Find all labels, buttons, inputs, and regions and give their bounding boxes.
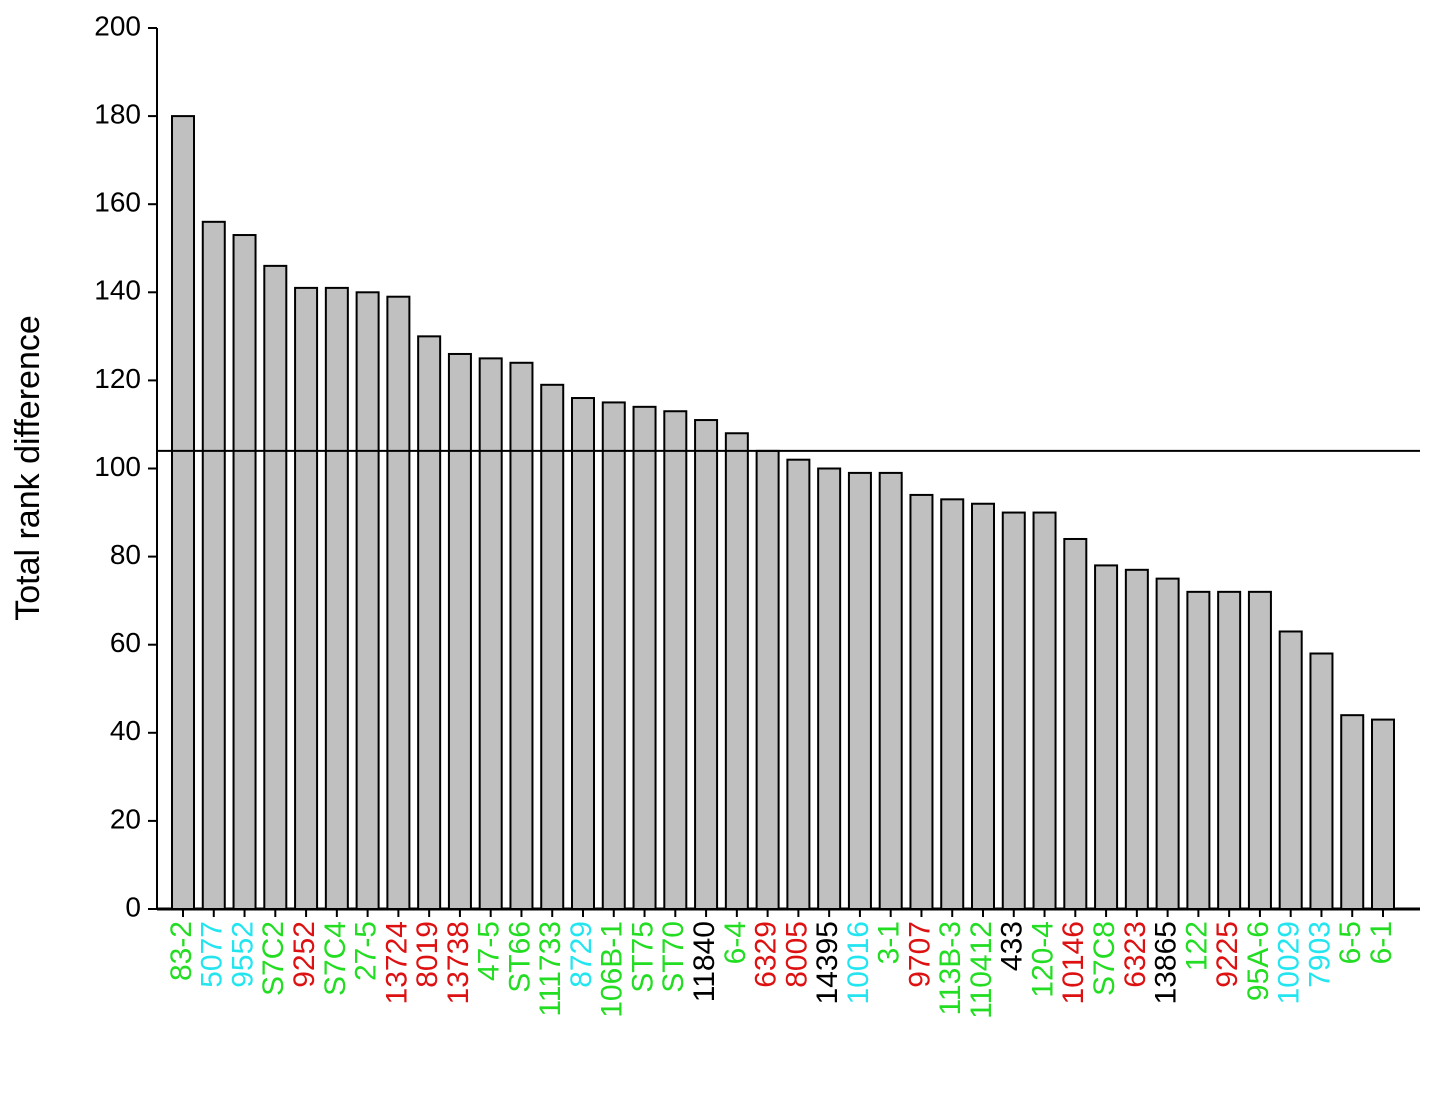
bar xyxy=(509,361,534,910)
bar xyxy=(201,220,226,910)
x-tick-label: 122 xyxy=(1180,921,1213,971)
x-tick-label: 8019 xyxy=(411,921,444,988)
x-tick-label: 95A-6 xyxy=(1242,921,1275,1001)
x-tick-label: 110412 xyxy=(965,921,998,1019)
x-tick-label: 9707 xyxy=(903,921,936,988)
bar xyxy=(571,397,595,910)
x-tick-label: 6329 xyxy=(750,921,783,988)
bar xyxy=(909,493,934,910)
y-tick-label: 160 xyxy=(94,187,141,218)
bar xyxy=(1309,652,1334,911)
bar xyxy=(263,264,288,910)
y-tick-label: 20 xyxy=(110,803,141,834)
bar xyxy=(1186,590,1211,911)
bar xyxy=(971,502,995,910)
bar xyxy=(1124,568,1149,910)
x-tick-label: 113B-3 xyxy=(934,921,967,1016)
bar xyxy=(847,471,872,910)
y-tick-label: 80 xyxy=(110,539,141,570)
bar xyxy=(817,467,842,910)
x-tick-label: 8005 xyxy=(780,921,813,988)
bar xyxy=(940,498,965,910)
y-tick-label: 60 xyxy=(110,627,141,658)
x-tick-label: 13738 xyxy=(442,921,475,1004)
x-tick-label: 47-5 xyxy=(473,921,506,981)
y-tick-label: 140 xyxy=(94,275,141,306)
x-tick-label: 9225 xyxy=(1211,921,1244,988)
x-tick-label: 83-2 xyxy=(165,921,198,981)
bar xyxy=(324,286,349,910)
y-tick-label: 180 xyxy=(94,98,141,129)
x-tick-label: 13724 xyxy=(380,921,413,1004)
bar xyxy=(755,449,780,910)
x-tick-label: 27-5 xyxy=(350,921,383,981)
x-tick-label: 6323 xyxy=(1119,921,1152,988)
x-tick-label: ST66 xyxy=(503,921,536,993)
x-tick-label: ST75 xyxy=(626,921,659,993)
bar xyxy=(478,357,503,910)
x-tick-label: S7C4 xyxy=(319,921,352,996)
x-tick-label: 10146 xyxy=(1057,921,1090,1004)
bar xyxy=(694,419,719,910)
x-tick-label: 9252 xyxy=(288,921,321,988)
x-tick-label: 10016 xyxy=(842,921,875,1004)
y-axis-label: Total rank difference xyxy=(9,315,47,621)
x-tick-label: 120-4 xyxy=(1026,921,1059,998)
x-tick-label: 111733 xyxy=(534,921,567,1017)
bar xyxy=(1278,630,1303,910)
bar xyxy=(232,234,257,911)
bar xyxy=(294,286,319,910)
x-tick-label: 433 xyxy=(996,921,1029,971)
x-tick-label: 6-5 xyxy=(1334,921,1367,964)
x-tick-label: 11840 xyxy=(688,921,721,1002)
bar xyxy=(663,410,688,910)
bar xyxy=(1063,537,1088,910)
bar xyxy=(1032,511,1057,910)
x-tick-label: S7C8 xyxy=(1088,921,1121,996)
x-tick-label: S7C2 xyxy=(257,921,290,996)
y-tick-label: 100 xyxy=(94,451,141,482)
bar xyxy=(1247,590,1272,911)
x-tick-label: 6-4 xyxy=(719,921,752,964)
bar xyxy=(171,115,195,911)
bar xyxy=(1217,590,1242,911)
y-tick-label: 40 xyxy=(110,715,141,746)
y-tick-label: 120 xyxy=(94,363,141,394)
bar xyxy=(386,295,411,910)
bar xyxy=(447,352,472,911)
x-tick-label: 5077 xyxy=(196,921,229,988)
bar xyxy=(601,401,626,910)
bar xyxy=(417,335,442,911)
x-tick-label: 14395 xyxy=(811,921,844,1004)
bar xyxy=(1001,511,1026,910)
x-tick-label: 3-1 xyxy=(873,921,906,964)
x-tick-label: ST70 xyxy=(657,921,690,993)
x-tick-label: 9552 xyxy=(226,921,259,988)
x-tick-label: 106B-1 xyxy=(596,921,629,1018)
bar xyxy=(1340,714,1365,910)
bar xyxy=(1094,564,1119,910)
bar xyxy=(540,383,565,910)
x-tick-label: 8729 xyxy=(565,921,598,988)
y-tick-label: 0 xyxy=(125,891,141,922)
bar xyxy=(724,432,749,910)
bar xyxy=(786,458,811,910)
x-tick-label: 6-1 xyxy=(1365,921,1398,964)
x-tick-label: 10029 xyxy=(1273,921,1306,1004)
bar xyxy=(632,405,657,910)
bar xyxy=(1155,577,1180,910)
y-tick-label: 200 xyxy=(94,10,141,41)
bar xyxy=(355,291,380,910)
x-tick-label: 13865 xyxy=(1150,921,1183,1004)
bar xyxy=(1371,718,1395,911)
bar xyxy=(878,471,903,910)
x-tick-label: 7903 xyxy=(1303,921,1336,988)
